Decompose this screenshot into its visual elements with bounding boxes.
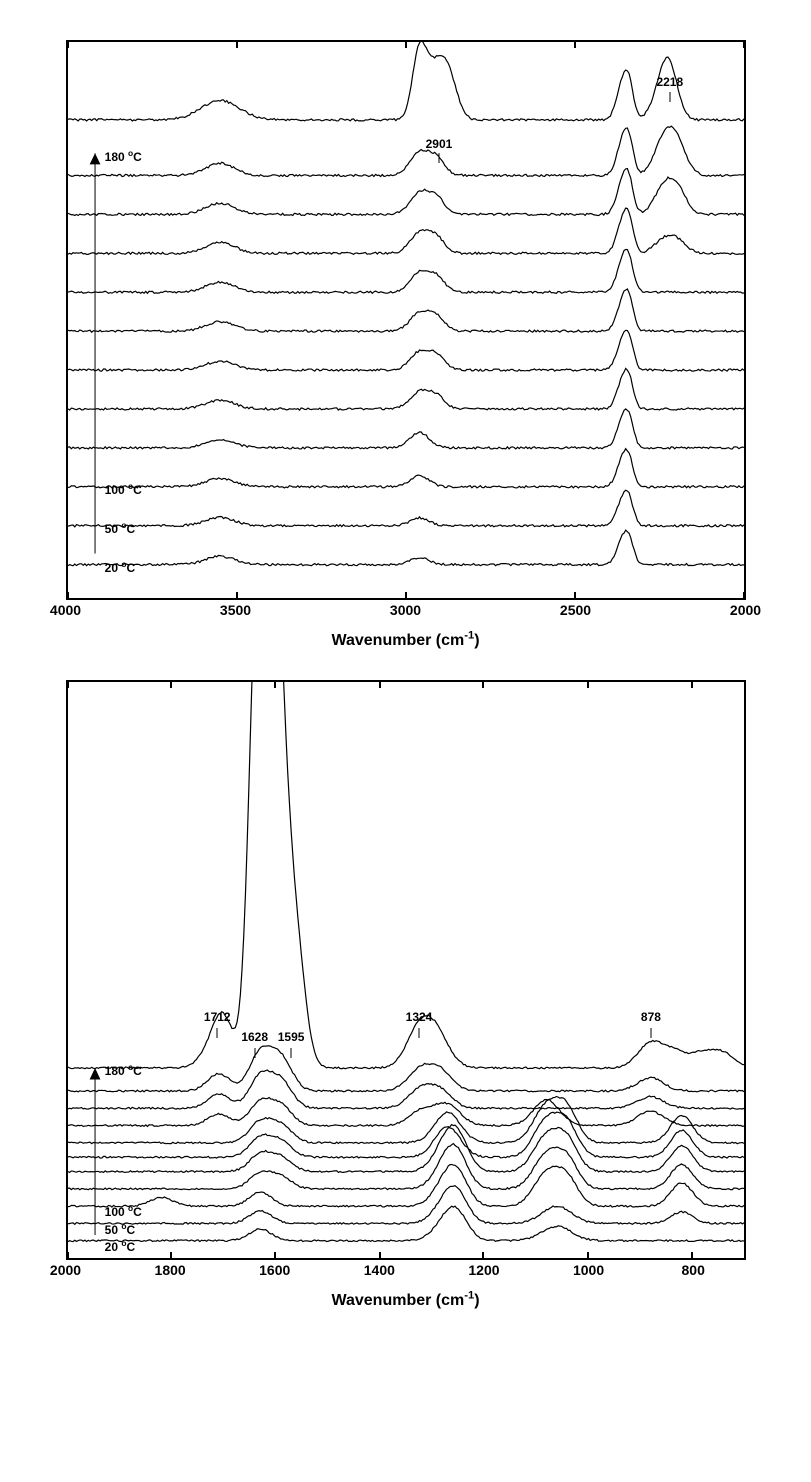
temperature-label: 180 oC bbox=[105, 1062, 142, 1078]
xtick-mark-top bbox=[574, 40, 576, 48]
xtick-mark bbox=[67, 592, 69, 600]
spectrum-trace bbox=[68, 368, 744, 410]
temperature-label: 20 oC bbox=[105, 559, 135, 575]
xtick-label: 3500 bbox=[220, 602, 251, 618]
xtick-mark-top bbox=[587, 680, 589, 688]
xtick-label: 3000 bbox=[390, 602, 421, 618]
spectrum-trace bbox=[68, 1046, 744, 1092]
peak-tick bbox=[669, 92, 670, 102]
chart2-xticks: 200018001600140012001000800 bbox=[66, 1262, 746, 1282]
peak-label: 1712 bbox=[204, 1010, 231, 1024]
xtick-mark bbox=[587, 1252, 589, 1260]
spectrum-trace bbox=[68, 449, 744, 488]
xtick-label: 1600 bbox=[259, 1262, 290, 1278]
xtick-mark bbox=[67, 1252, 69, 1260]
spectrum-trace bbox=[68, 42, 744, 121]
xtick-mark-top bbox=[236, 40, 238, 48]
spectrum-trace bbox=[68, 409, 744, 449]
xtick-mark bbox=[574, 592, 576, 600]
spectrum-trace bbox=[68, 490, 744, 527]
xtick-label: 2000 bbox=[50, 1262, 81, 1278]
xtick-mark-top bbox=[170, 680, 172, 688]
xtick-label: 1800 bbox=[155, 1262, 186, 1278]
spectrum-trace bbox=[68, 249, 744, 293]
chart1-xlabel: Wavenumber (cm-1) bbox=[331, 630, 479, 650]
spectrum-trace bbox=[68, 1070, 744, 1109]
peak-tick bbox=[438, 153, 439, 163]
spectrum-trace bbox=[68, 1098, 744, 1127]
xtick-mark-top bbox=[743, 40, 745, 48]
temperature-label: 20 oC bbox=[105, 1238, 135, 1254]
peak-tick bbox=[419, 1028, 420, 1038]
xtick-label: 1000 bbox=[573, 1262, 604, 1278]
chart2-svg bbox=[68, 682, 744, 1258]
xtick-label: 800 bbox=[682, 1262, 705, 1278]
peak-label: 2901 bbox=[426, 137, 453, 151]
chart1-xlabel-text: Wavenumber (cm-1) bbox=[331, 632, 479, 649]
temperature-arrow bbox=[89, 1068, 100, 1235]
temperature-label: 100 oC bbox=[105, 481, 142, 497]
xtick-mark bbox=[274, 1252, 276, 1260]
xtick-mark-top bbox=[691, 680, 693, 688]
xtick-label: 1400 bbox=[364, 1262, 395, 1278]
xtick-mark bbox=[743, 592, 745, 600]
spectrum-trace bbox=[68, 1144, 744, 1190]
temperature-label: 50 oC bbox=[105, 520, 135, 536]
temperature-label: 180 oC bbox=[105, 148, 142, 164]
xtick-mark-top bbox=[482, 680, 484, 688]
temperature-label: 50 oC bbox=[105, 1221, 135, 1237]
chart1-xticks: 40003500300025002000 bbox=[66, 602, 746, 622]
xtick-mark-top bbox=[274, 680, 276, 688]
spectrum-trace bbox=[68, 289, 744, 332]
peak-label: 1324 bbox=[406, 1010, 433, 1024]
spectrum-trace bbox=[68, 530, 744, 566]
spectrum-trace bbox=[68, 330, 744, 371]
chart1-plot-area: 20 oC 50 oC 100 oC 180 oC 2901 2218 bbox=[66, 40, 746, 600]
xtick-mark bbox=[170, 1252, 172, 1260]
xtick-mark-top bbox=[379, 680, 381, 688]
xtick-mark-top bbox=[67, 40, 69, 48]
chart1-svg bbox=[68, 42, 744, 598]
chart1-container: Absorbance (a.u.) 20 oC50 oC100 oC180 oC… bbox=[66, 40, 746, 600]
chart2-xlabel: Wavenumber (cm-1) bbox=[331, 1290, 479, 1310]
xtick-label: 2000 bbox=[730, 602, 761, 618]
chart2-plot-area: 20 oC50 oC 100 oC 180 oC 1712 1628 1595 1324 87… bbox=[66, 680, 746, 1260]
spectrum-trace bbox=[68, 1096, 744, 1143]
xtick-label: 1200 bbox=[468, 1262, 499, 1278]
chart2-xlabel-text: Wavenumber (cm-1) bbox=[331, 1292, 479, 1309]
peak-label: 1595 bbox=[278, 1030, 305, 1044]
xtick-mark bbox=[691, 1252, 693, 1260]
spectrum-trace bbox=[68, 1186, 744, 1225]
xtick-label: 4000 bbox=[50, 602, 81, 618]
temperature-label: 100 oC bbox=[105, 1203, 142, 1219]
xtick-mark bbox=[405, 592, 407, 600]
xtick-mark-top bbox=[405, 40, 407, 48]
chart2-container: Absorbance (a.u.) 20 oC50 oC100 oC180 oC… bbox=[66, 680, 746, 1260]
xtick-mark bbox=[482, 1252, 484, 1260]
peak-label: 2218 bbox=[656, 75, 683, 89]
peak-label: 1628 bbox=[241, 1030, 268, 1044]
peak-tick bbox=[217, 1028, 218, 1038]
xtick-mark bbox=[236, 592, 238, 600]
peak-tick bbox=[254, 1048, 255, 1058]
spectrum-trace bbox=[68, 169, 744, 216]
xtick-mark bbox=[379, 1252, 381, 1260]
peak-tick bbox=[291, 1048, 292, 1058]
xtick-label: 2500 bbox=[560, 602, 591, 618]
spectrum-trace bbox=[68, 126, 744, 176]
peak-tick bbox=[650, 1028, 651, 1038]
peak-label: 878 bbox=[641, 1010, 661, 1024]
spectrum-trace bbox=[68, 1125, 744, 1173]
xtick-mark-top bbox=[67, 680, 69, 688]
